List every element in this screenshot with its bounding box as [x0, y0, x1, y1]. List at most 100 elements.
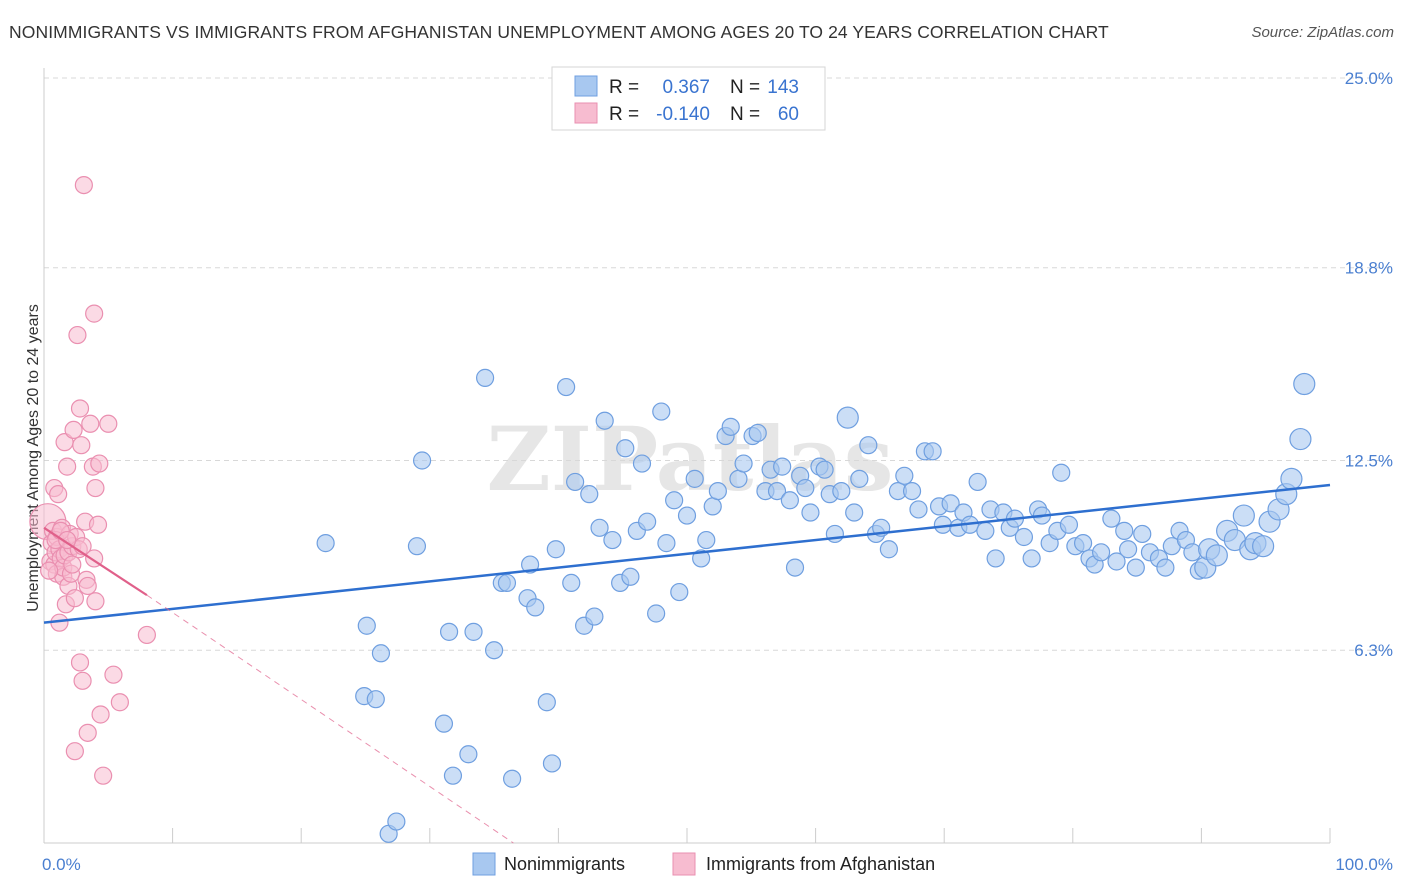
- immigrant-point: [86, 478, 105, 498]
- immigrant-point: [81, 414, 100, 433]
- nonimmigrant-point: [796, 478, 815, 498]
- nonimmigrant-point: [734, 454, 753, 473]
- nonimmigrant-point: [1022, 549, 1041, 568]
- legend-swatch-pink: [574, 102, 598, 124]
- nonimmigrant-point: [677, 506, 697, 525]
- nonimmigrant-point: [1289, 427, 1312, 451]
- nonimmigrant-point: [1232, 504, 1255, 527]
- nonimmigrant-point: [909, 500, 928, 519]
- legend-r-value-2: -0.140: [656, 104, 710, 125]
- immigrant-point: [90, 454, 109, 473]
- immigrant-point: [68, 325, 87, 345]
- nonimmigrant-point: [632, 454, 652, 473]
- nonimmigrant-point: [836, 406, 859, 429]
- bottom-legend-swatch-pink: [672, 852, 696, 876]
- immigrant-point: [99, 414, 118, 433]
- nonimmigrant-point: [859, 436, 878, 455]
- nonimmigrant-point: [412, 451, 432, 470]
- immigrant-point: [64, 420, 83, 439]
- immigrant-point: [94, 766, 113, 785]
- source-label: Source: ZipAtlas.com: [1251, 24, 1394, 41]
- nonimmigrant-point: [976, 521, 995, 540]
- nonimmigrant-point: [721, 417, 740, 436]
- nonimmigrant-point: [537, 693, 556, 712]
- immigrant-point: [58, 530, 77, 550]
- immigrant-point: [74, 176, 93, 195]
- trend-line-immigrants: [43, 526, 148, 597]
- nonimmigrant-point: [652, 402, 671, 421]
- nonimmigrant-point: [521, 555, 540, 574]
- y-tick-label-1: 12.5%: [1345, 452, 1393, 471]
- immigrant-point: [78, 723, 97, 742]
- nonimmigrant-point: [459, 745, 478, 764]
- nonimmigrant-point: [1091, 543, 1111, 562]
- nonimmigrant-point: [670, 582, 689, 602]
- legend-r-label-1: R =: [609, 77, 639, 98]
- nonimmigrant-point: [1252, 535, 1275, 558]
- immigrant-point: [65, 589, 84, 608]
- nonimmigrant-point: [845, 503, 864, 522]
- nonimmigrant-point: [1133, 524, 1152, 544]
- nonimmigrant-point: [443, 766, 463, 785]
- nonimmigrant-point: [801, 503, 820, 522]
- nonimmigrant-point: [832, 482, 851, 501]
- nonimmigrant-point: [316, 534, 335, 553]
- immigrant-point: [58, 457, 77, 476]
- trend-lines: [43, 483, 1331, 844]
- nonimmigrant-point: [968, 472, 987, 492]
- nonimmigrant-point: [825, 524, 844, 544]
- nonimmigrant-point: [1183, 543, 1202, 562]
- nonimmigrant-point: [590, 518, 609, 537]
- nonimmigrant-point: [1126, 558, 1145, 577]
- nonimmigrant-point: [580, 485, 599, 504]
- immigrant-point: [63, 555, 82, 574]
- nonimmigrant-point: [657, 534, 676, 553]
- nonimmigrant-point: [616, 439, 635, 458]
- y-tick-labels: 6.3% 12.5% 18.8% 25.0%: [1345, 69, 1393, 660]
- nonimmigrant-point: [557, 377, 576, 397]
- legend-n-value-2: 60: [778, 104, 799, 125]
- nonimmigrant-point: [665, 491, 684, 510]
- nonimmigrant-point: [1107, 552, 1126, 571]
- immigrant-point: [137, 625, 156, 645]
- legend-r-label-2: R =: [609, 104, 639, 125]
- immigrant-point: [91, 705, 110, 724]
- nonimmigrant-point: [697, 530, 716, 550]
- nonimmigrant-point: [585, 607, 604, 626]
- immigrant-point: [86, 592, 105, 611]
- nonimmigrant-point: [562, 573, 581, 593]
- axes: [43, 68, 1331, 844]
- nonimmigrant-point: [703, 497, 722, 516]
- chart-title: NONIMMIGRANTS VS IMMIGRANTS FROM AFGHANI…: [9, 22, 1109, 42]
- immigrant-point: [40, 561, 59, 580]
- immigrant-point: [88, 515, 108, 534]
- nonimmigrant-point: [748, 423, 767, 443]
- nonimmigrant-point: [371, 644, 391, 663]
- nonimmigrant-point: [1102, 509, 1121, 528]
- immigrant-point: [65, 742, 84, 761]
- nonimmigrant-point: [621, 567, 640, 586]
- x-tick-label-1: 100.0%: [1335, 855, 1393, 874]
- immigrant-point: [110, 693, 129, 712]
- nonimmigrant-point: [685, 469, 704, 488]
- x-tick-label-0: 0.0%: [42, 855, 81, 874]
- nonimmigrant-point: [638, 512, 657, 531]
- nonimmigrant-point: [1118, 540, 1138, 559]
- nonimmigrant-point: [879, 540, 899, 559]
- nonimmigrant-point: [708, 482, 727, 501]
- legend-n-label-2: N =: [730, 104, 760, 125]
- immigrant-point: [104, 665, 123, 684]
- nonimmigrant-point: [773, 457, 792, 476]
- trend-line-nonimmigrants: [43, 483, 1331, 624]
- nonimmigrant-point: [546, 540, 565, 559]
- nonimmigrant-point: [434, 714, 454, 733]
- legend-n-label-1: N =: [730, 77, 760, 98]
- nonimmigrant-point: [986, 549, 1005, 568]
- y-tick-label-0: 6.3%: [1354, 641, 1393, 660]
- y-axis-title: Unemployment Among Ages 20 to 24 years: [25, 304, 42, 612]
- series-immigrants-afghanistan: [29, 176, 156, 785]
- nonimmigrant-point: [1293, 372, 1316, 396]
- bottom-legend-nonimmigrants: Nonimmigrants: [504, 854, 625, 874]
- nonimmigrant-point: [503, 769, 522, 788]
- x-tick-labels: 0.0% 100.0%: [42, 855, 1393, 874]
